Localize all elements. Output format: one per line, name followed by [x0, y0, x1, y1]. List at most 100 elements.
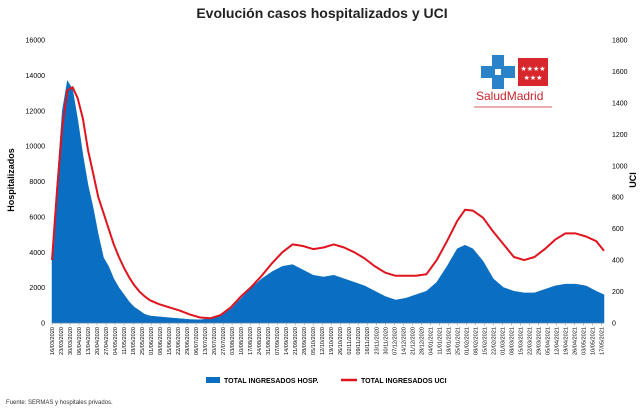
y-left-tick-label: 0 — [41, 321, 45, 328]
svg-text:★★★: ★★★ — [524, 74, 543, 82]
logo-text-salud: Salud — [476, 89, 507, 103]
x-tick-label: 31/08/2020 — [266, 327, 272, 355]
x-tick-label: 20/07/2020 — [212, 327, 218, 355]
x-tick-label: 03/05/2021 — [581, 327, 587, 355]
logo-text-madrid: Madrid — [507, 89, 544, 103]
x-tick-label: 24/08/2020 — [257, 327, 263, 355]
source-note: Fuente: SERMAS y hospitales privados. — [6, 400, 113, 406]
x-tick-label: 02/11/2020 — [347, 327, 353, 355]
x-tick-label: 19/10/2020 — [329, 327, 335, 355]
plot-area — [51, 79, 605, 324]
x-tick-label: 07/12/2020 — [392, 327, 398, 355]
legend: TOTAL INGRESADOS HOSP. TOTAL INGRESADOS … — [206, 377, 447, 385]
y-axis-right-title: UCI — [628, 172, 638, 188]
svg-text:★★★★: ★★★★ — [520, 65, 545, 73]
x-tick-label: 04/01/2021 — [428, 327, 434, 355]
x-tick-label: 16/03/2020 — [50, 327, 56, 355]
x-tick-label: 17/05/2021 — [599, 327, 605, 355]
y-right-tick-label: 1800 — [612, 38, 628, 45]
x-tick-label: 18/05/2020 — [131, 327, 137, 355]
legend-swatch-hosp — [206, 377, 220, 383]
series-line-uci — [51, 86, 605, 320]
x-tick-label: 09/11/2020 — [356, 327, 362, 355]
x-tick-label: 01/06/2020 — [149, 327, 155, 355]
series-area-hosp — [51, 79, 605, 324]
x-tick-label: 29/03/2021 — [536, 327, 542, 355]
salud-madrid-logo: ★★★★ ★★★ SaludMadrid — [474, 55, 552, 108]
x-tick-label: 14/09/2020 — [284, 327, 290, 355]
svg-text:SaludMadrid: SaludMadrid — [476, 89, 543, 103]
x-tick-label: 01/02/2021 — [464, 327, 470, 355]
right-axis: 0 200 400 600 800 1000 1200 1400 1600 1800 — [612, 38, 628, 328]
x-tick-label: 22/02/2021 — [491, 327, 497, 355]
y-left-tick-label: 14000 — [26, 73, 46, 80]
left-axis: 0 2000 4000 6000 8000 10000 12000 14000 16000 — [26, 38, 46, 328]
madrid-flag-icon: ★★★★ ★★★ — [518, 58, 548, 86]
x-tick-label: 20/04/2020 — [95, 327, 101, 355]
legend-label-uci: TOTAL INGRESADOS UCI — [361, 378, 447, 385]
x-tick-label: 10/08/2020 — [239, 327, 245, 355]
x-tick-label: 05/10/2020 — [311, 327, 317, 355]
x-tick-label: 27/04/2020 — [104, 327, 110, 355]
medical-cross-icon — [481, 55, 515, 89]
y-left-tick-label: 12000 — [26, 108, 46, 115]
x-tick-label: 18/01/2021 — [446, 327, 452, 355]
x-tick-label: 30/03/2020 — [68, 327, 74, 355]
y-right-tick-label: 1600 — [612, 69, 628, 76]
x-tick-label: 16/11/2020 — [365, 327, 371, 355]
x-tick-label: 07/09/2020 — [275, 327, 281, 355]
x-tick-label: 13/07/2020 — [203, 327, 209, 355]
y-axis-left-title: Hospitalizados — [6, 148, 16, 212]
y-left-tick-label: 8000 — [29, 179, 45, 186]
x-tick-label: 30/11/2020 — [383, 327, 389, 355]
y-right-tick-label: 1200 — [612, 132, 628, 139]
x-tick-label: 12/04/2021 — [554, 327, 560, 355]
x-tick-label: 15/03/2021 — [518, 327, 524, 355]
x-tick-label: 15/06/2020 — [167, 327, 173, 355]
y-right-tick-label: 200 — [612, 289, 624, 296]
x-tick-label: 22/06/2020 — [176, 327, 182, 355]
x-tick-label: 25/05/2020 — [140, 327, 146, 355]
x-tick-label: 23/11/2020 — [374, 327, 380, 355]
x-tick-label: 23/03/2020 — [59, 327, 65, 355]
x-tick-label: 14/12/2020 — [401, 327, 407, 355]
x-tick-label: 03/08/2020 — [230, 327, 236, 355]
x-tick-label: 13/04/2020 — [86, 327, 92, 355]
y-left-tick-label: 16000 — [26, 38, 46, 45]
x-tick-label: 05/04/2021 — [545, 327, 551, 355]
x-tick-label: 29/06/2020 — [185, 327, 191, 355]
x-tick-label: 26/10/2020 — [338, 327, 344, 355]
y-right-tick-label: 1000 — [612, 163, 628, 170]
x-tick-label: 11/05/2020 — [122, 327, 128, 355]
y-right-tick-label: 0 — [612, 321, 616, 328]
x-tick-label: 11/01/2021 — [437, 327, 443, 355]
x-tick-label: 08/06/2020 — [158, 327, 164, 355]
y-right-tick-label: 800 — [612, 195, 624, 202]
y-left-tick-label: 2000 — [29, 285, 45, 292]
x-tick-label: 12/10/2020 — [320, 327, 326, 355]
y-left-tick-label: 4000 — [29, 250, 45, 257]
x-tick-label: 21/09/2020 — [293, 327, 299, 355]
x-tick-label: 27/07/2020 — [221, 327, 227, 355]
x-tick-label: 04/05/2020 — [113, 327, 119, 355]
x-tick-label: 06/04/2020 — [77, 327, 83, 355]
x-tick-label: 19/04/2021 — [563, 327, 569, 355]
x-tick-label: 28/09/2020 — [302, 327, 308, 355]
x-tick-label: 10/05/2021 — [590, 327, 596, 355]
x-tick-label: 17/08/2020 — [248, 327, 254, 355]
legend-label-hosp: TOTAL INGRESADOS HOSP. — [224, 378, 318, 385]
x-tick-label: 22/03/2021 — [527, 327, 533, 355]
legend-item-uci: TOTAL INGRESADOS UCI — [341, 378, 447, 385]
y-left-tick-label: 6000 — [29, 214, 45, 221]
y-left-tick-label: 10000 — [26, 144, 46, 151]
chart-title: Evolución casos hospitalizados y UCI — [196, 5, 448, 21]
x-axis: 16/03/2020 23/03/2020 30/03/2020 06/04/2020… — [50, 323, 605, 355]
legend-item-hosp: TOTAL INGRESADOS HOSP. — [206, 377, 318, 385]
x-tick-label: 06/07/2020 — [194, 327, 200, 355]
x-tick-label: 28/12/2020 — [419, 327, 425, 355]
y-right-tick-label: 1400 — [612, 100, 628, 107]
x-tick-label: 25/01/2021 — [455, 327, 461, 355]
y-right-tick-label: 400 — [612, 258, 624, 265]
x-tick-label: 21/12/2020 — [410, 327, 416, 355]
